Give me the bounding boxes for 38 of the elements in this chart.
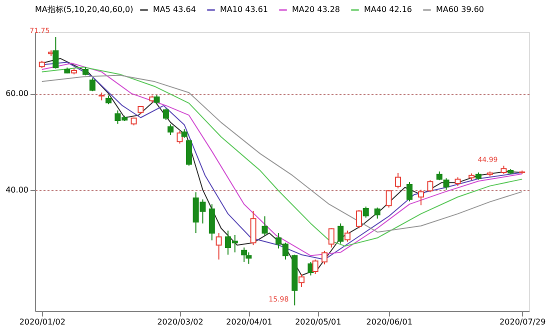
x-tick-label: 2020/05/01 <box>295 318 342 326</box>
candlestick <box>312 259 318 274</box>
candlestick <box>89 78 96 92</box>
legend-label: MA5 43.64 <box>153 5 196 14</box>
candlestick <box>262 216 268 236</box>
candlestick <box>241 247 248 262</box>
candlestick <box>168 124 174 136</box>
y-tick-label: 40.00 <box>6 185 28 194</box>
candlestick <box>418 189 424 206</box>
candlestick <box>362 206 369 218</box>
candlestick <box>356 209 362 229</box>
x-tick-label: 2020/03/02 <box>157 318 204 326</box>
candlestick <box>154 94 160 105</box>
candlestick <box>162 108 169 121</box>
candlestick <box>374 207 380 220</box>
candlestick <box>322 250 328 265</box>
candlestick <box>406 182 413 202</box>
x-tick-label: 2020/06/01 <box>366 318 412 326</box>
candlestick <box>427 180 434 193</box>
y-tick-label: 60.00 <box>6 89 28 98</box>
candlestick <box>344 230 350 242</box>
x-tick-label: 2020/01/02 <box>19 318 66 326</box>
legend-label: MA60 39.60 <box>436 5 484 14</box>
candlestick <box>395 172 402 189</box>
legend-label: MA40 42.16 <box>364 5 412 14</box>
x-tick-label: 2020/07/29 <box>500 318 546 326</box>
x-tick-label: 2020/04/01 <box>226 318 272 326</box>
candlestick <box>338 222 344 244</box>
candlestick <box>298 273 305 288</box>
legend-label: MA10 43.61 <box>220 5 268 14</box>
candlestick <box>443 178 450 190</box>
candlestick <box>216 232 222 260</box>
candlestick <box>328 228 334 248</box>
candlestick <box>186 139 192 166</box>
legend-label: MA20 43.28 <box>292 5 340 14</box>
legend-title: MA指标(5,10,20,40,60,0) <box>35 5 134 14</box>
candlestick <box>386 190 392 208</box>
candlestick <box>52 36 59 70</box>
